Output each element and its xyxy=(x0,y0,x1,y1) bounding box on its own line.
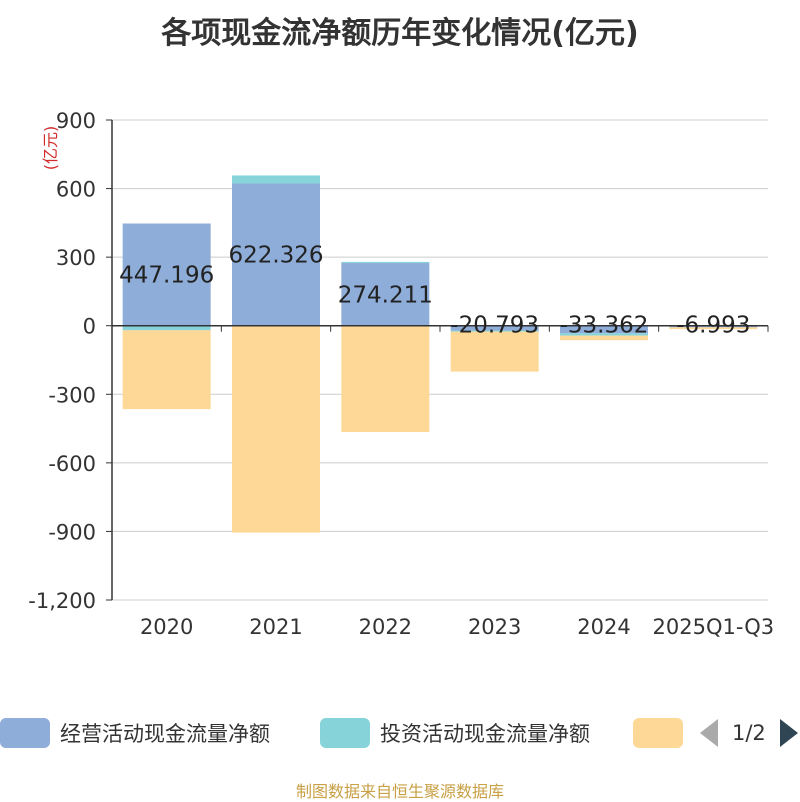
legend-item-financing[interactable] xyxy=(633,718,693,748)
legend-label-investing: 投资活动现金流量净额 xyxy=(380,722,590,746)
legend-next-icon[interactable] xyxy=(779,719,798,747)
legend-swatch-investing xyxy=(320,718,370,748)
data-label: -6.993 xyxy=(676,313,750,339)
bar-segment xyxy=(560,335,648,341)
y-tick-label: 600 xyxy=(56,178,96,202)
legend-label-operating: 经营活动现金流量净额 xyxy=(60,722,270,746)
legend: 经营活动现金流量净额 投资活动现金流量净额 1/2 xyxy=(0,714,800,754)
y-tick-label: 900 xyxy=(56,109,96,133)
bar-segment xyxy=(450,331,539,372)
legend-swatch-financing xyxy=(633,718,683,748)
x-tick-label: 2021 xyxy=(249,615,302,639)
bar-segment xyxy=(341,325,430,432)
y-tick-label: 300 xyxy=(56,246,96,270)
bar-segment xyxy=(450,330,539,332)
x-tick-label: 2022 xyxy=(359,615,412,639)
data-label: 447.196 xyxy=(119,263,214,289)
bar-segment xyxy=(232,175,320,184)
y-tick-label: -600 xyxy=(48,452,96,476)
bar-segment xyxy=(232,325,320,533)
bar-segment xyxy=(232,183,320,326)
data-label: -33.362 xyxy=(560,313,649,339)
legend-pager: 1/2 xyxy=(700,718,798,748)
bar-segment xyxy=(560,333,648,336)
bar-segment xyxy=(341,263,430,326)
y-tick-label: -1,200 xyxy=(28,589,96,613)
data-label: 622.326 xyxy=(228,243,323,269)
y-tick-label: 0 xyxy=(83,315,96,339)
bar-segment xyxy=(341,261,430,264)
data-label: 274.211 xyxy=(338,282,433,308)
legend-item-investing[interactable]: 投资活动现金流量净额 xyxy=(320,718,590,748)
legend-swatch-operating xyxy=(0,718,50,748)
x-tick-label: 2023 xyxy=(468,615,521,639)
bar-segment xyxy=(669,327,758,330)
chart-title: 各项现金流净额历年变化情况(亿元) xyxy=(161,16,639,51)
bar-segment xyxy=(122,325,211,331)
legend-prev-icon[interactable] xyxy=(700,719,718,747)
chart-area: 900 600 300 0 -300 -600 -900 -1,200 (亿元) 447.196 6… xyxy=(28,109,775,639)
legend-page-indicator: 1/2 xyxy=(732,721,766,745)
y-tick-label: -300 xyxy=(48,383,96,407)
data-label: -20.793 xyxy=(450,313,539,339)
x-tick-label: 2020 xyxy=(140,615,193,639)
y-axis-unit-label: (亿元) xyxy=(41,126,60,171)
bar-segment xyxy=(122,223,211,326)
y-tick-label: -900 xyxy=(48,520,96,544)
legend-item-operating[interactable]: 经营活动现金流量净额 xyxy=(0,718,270,748)
bar-segment xyxy=(669,325,758,328)
data-source-note: 制图数据来自恒生聚源数据库 xyxy=(295,782,504,801)
bar-segment xyxy=(122,330,211,410)
x-tick-label: 2025Q1-Q3 xyxy=(653,615,775,639)
bar-segment xyxy=(560,325,648,334)
bar-segment xyxy=(450,325,539,331)
x-tick-label: 2024 xyxy=(577,615,630,639)
